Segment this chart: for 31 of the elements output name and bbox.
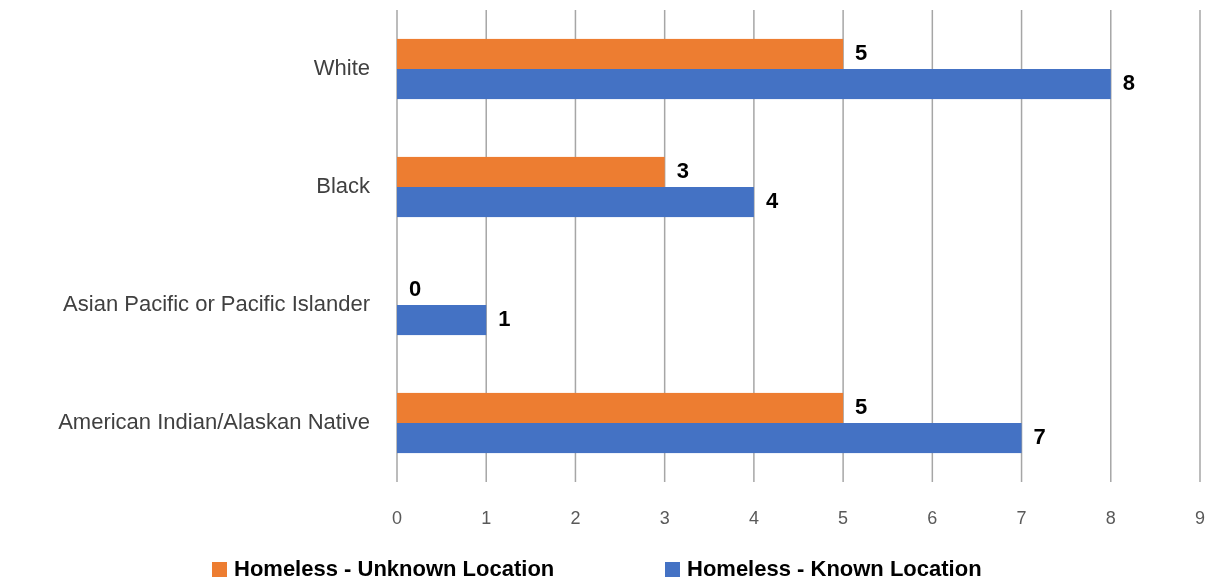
x-tick-label: 8 [1105,508,1116,528]
y-tick-label: Asian Pacific or Pacific Islander [63,290,370,316]
bar [397,156,665,187]
x-tick-label: 4 [748,508,759,528]
data-label: 5 [855,393,868,419]
x-tick-label: 9 [1194,508,1206,528]
data-label: 4 [765,187,779,213]
bar [397,187,754,218]
bar [397,305,487,336]
y-tick-label: Black [316,172,371,198]
x-tick-label: 2 [570,508,581,528]
bar [397,423,1022,454]
x-tick-label: 0 [391,508,403,528]
data-label: 8 [1122,69,1136,95]
bar [397,69,1111,100]
y-tick-label: American Indian/Alaskan Native [58,408,370,434]
y-tick-label: White [313,54,370,80]
x-tick-label: 1 [481,508,492,528]
data-label: 0 [409,275,422,301]
x-tick-label: 3 [659,508,670,528]
data-label: 7 [1033,423,1046,449]
x-tick-label: 5 [838,508,849,528]
data-label: 3 [676,157,689,183]
x-tick-label: 6 [927,508,938,528]
x-tick-label: 7 [1016,508,1027,528]
bar [397,392,844,423]
data-label: 5 [855,39,868,65]
bar [397,38,844,69]
data-label: 1 [498,305,511,331]
legend-label: Homeless - Known Location [687,555,982,581]
legend-label: Homeless - Unknown Location [234,555,555,581]
